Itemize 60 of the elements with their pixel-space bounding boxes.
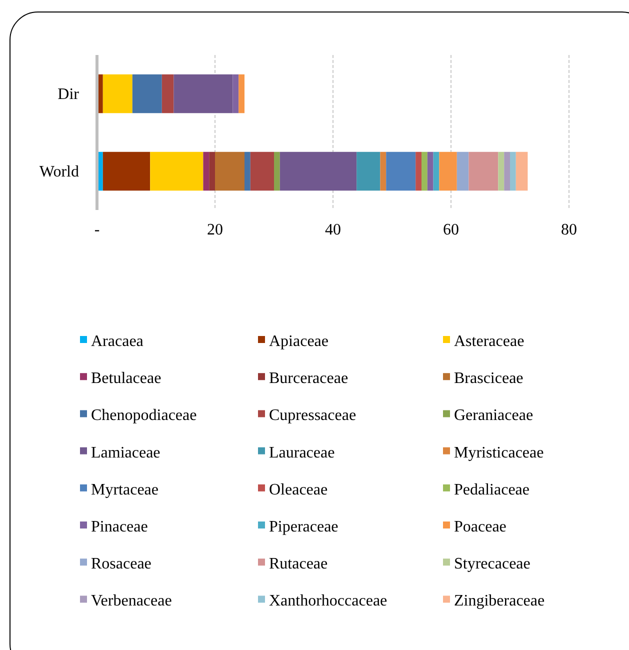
y-tick-label: World (39, 163, 79, 180)
bar (280, 152, 357, 191)
legend-label: Myrtaceae (91, 481, 159, 498)
bar (274, 152, 280, 191)
x-tick-label: - (94, 221, 100, 238)
bar (516, 152, 528, 191)
legend-label: Apiaceae (269, 333, 329, 350)
x-tick-label: 60 (443, 221, 459, 238)
legend-label: Brasciceae (454, 370, 524, 388)
bar (102, 152, 150, 191)
legend-label: Rosaceae (91, 556, 152, 573)
bar (232, 74, 239, 114)
legend-label: Pinaceae (91, 518, 148, 536)
x-tick-label: 20 (207, 221, 223, 238)
bar (174, 74, 233, 114)
x-tick-label: 80 (561, 221, 577, 238)
bar (498, 152, 504, 191)
bar (510, 152, 516, 191)
legend-label: Geraniaceae (454, 407, 534, 424)
legend-label: Zingiberaceae (454, 592, 545, 610)
bar (238, 74, 244, 114)
legend-label: Pedaliaceae (454, 481, 530, 498)
legend-label: Verbenaceae (91, 592, 172, 610)
bar (422, 152, 428, 191)
bar (416, 152, 422, 191)
bar (150, 152, 204, 191)
legend-label: Styrecaceae (454, 556, 530, 573)
bar (386, 152, 416, 191)
bar (132, 74, 162, 114)
bar (468, 152, 498, 191)
bar (244, 152, 250, 191)
legend-label: Poaceae (454, 518, 506, 536)
bar (102, 74, 132, 114)
legend-label: Asteraceae (454, 333, 524, 350)
bar (215, 152, 244, 191)
bar (433, 152, 440, 191)
legend-label: Chenopodiaceae (91, 407, 197, 424)
bar (250, 152, 274, 191)
bar (209, 152, 215, 191)
y-tick-label: Dir (58, 86, 80, 103)
legend-label: Oleaceae (269, 481, 328, 498)
legend-label: Myristicaceae (454, 444, 544, 462)
bar (439, 152, 457, 191)
bar (356, 152, 380, 191)
legend-label: Lauraceae (269, 444, 335, 462)
legend-label: Rutaceae (269, 556, 328, 573)
legend-label: Betulaceae (91, 370, 162, 388)
legend-label: Piperaceae (269, 518, 338, 536)
bar (456, 152, 469, 191)
legend-label: Aracaea (91, 333, 144, 350)
bar (162, 74, 174, 114)
x-tick-label: 40 (325, 221, 341, 238)
legend-label: Lamiaceae (91, 444, 160, 462)
bar (203, 152, 210, 191)
bar (380, 152, 386, 191)
legend-label: Burceraceae (269, 370, 348, 388)
bar (427, 152, 434, 191)
legend-label: Xanthorhoccaceae (269, 592, 388, 610)
legend-label: Cupressaceae (269, 407, 356, 424)
bar (504, 152, 510, 191)
